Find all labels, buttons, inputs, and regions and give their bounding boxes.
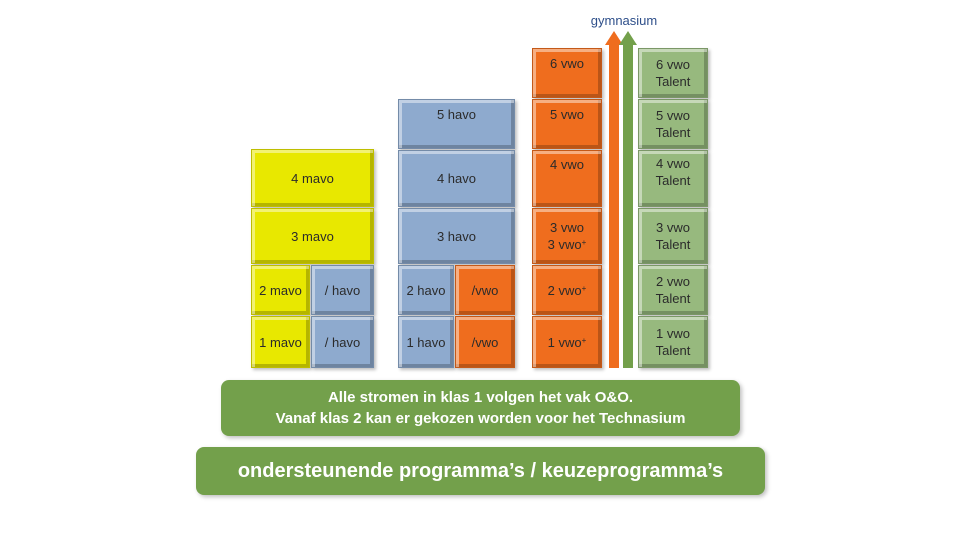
block-1-havo-slash: / havo	[311, 316, 374, 368]
block-label: 5 vwo	[550, 107, 584, 122]
block-label: 2 vwo+	[547, 282, 587, 298]
block-label: 5 vwo Talent	[655, 108, 691, 140]
gymnasium-label: gymnasium	[590, 13, 658, 28]
block-3-havo: 3 havo	[398, 208, 515, 264]
orange-arrow	[605, 31, 623, 368]
block-3-mavo: 3 mavo	[251, 208, 374, 264]
block-1-mavo: 1 mavo	[251, 316, 310, 368]
block-4-vwo: 4 vwo	[532, 150, 602, 207]
block-4-mavo: 4 mavo	[251, 149, 374, 207]
block-label: 3 havo	[436, 228, 477, 244]
block-label: 5 havo	[436, 107, 477, 122]
oo-technasium-banner: Alle stromen in klas 1 volgen het vak O&…	[221, 380, 740, 436]
block-2-havo-slash: / havo	[311, 265, 374, 315]
block-label-line1: 3 vwo	[550, 220, 584, 235]
block-6-vwo-talent: 6 vwo Talent	[638, 48, 708, 98]
block-2-mavo: 2 mavo	[251, 265, 310, 315]
block-label: 6 vwo Talent	[655, 57, 691, 89]
block-1-havo: 1 havo	[398, 316, 454, 368]
block-label: 1 vwo Talent	[655, 326, 691, 358]
programs-banner: ondersteunende programma’s / keuzeprogra…	[196, 447, 765, 495]
banner-line-2: Vanaf klas 2 kan er gekozen worden voor …	[275, 410, 686, 427]
block-4-vwo-talent: 4 vwo Talent	[638, 150, 708, 207]
block-3-vwo-talent: 3 vwo Talent	[638, 208, 708, 264]
block-4-havo: 4 havo	[398, 150, 515, 207]
block-label: 4 vwo Talent	[655, 156, 691, 188]
block-label: 2 havo	[406, 282, 446, 298]
gymnasium-arrows	[605, 31, 637, 368]
block-1-vwo: 1 vwo+	[532, 316, 602, 368]
block-label: 4 vwo	[550, 157, 584, 172]
block-label: 1 mavo	[259, 334, 302, 350]
block-label: / havo	[324, 334, 361, 350]
block-5-havo: 5 havo	[398, 99, 515, 149]
block-label: 2 vwo Talent	[655, 274, 691, 306]
block-2-havo: 2 havo	[398, 265, 454, 315]
block-label: 2 mavo	[259, 282, 302, 298]
block-label: 6 vwo	[550, 56, 584, 71]
block-label: 3 vwo Talent	[655, 220, 691, 252]
block-2-vwo-talent: 2 vwo Talent	[638, 265, 708, 315]
block-label: 1 havo	[406, 334, 446, 350]
block-1-vwo-slash: /vwo	[455, 316, 515, 368]
banner-text: ondersteunende programma’s / keuzeprogra…	[237, 459, 724, 482]
block-label-line2: 3 vwo+	[547, 237, 587, 252]
block-6-vwo: 6 vwo	[532, 48, 602, 98]
block-label: /vwo	[471, 334, 499, 350]
green-arrow	[619, 31, 637, 368]
banner-line-1: Alle stromen in klas 1 volgen het vak O&…	[327, 389, 634, 406]
block-label: /vwo	[471, 282, 499, 298]
block-2-vwo-slash: /vwo	[455, 265, 515, 315]
block-3-vwo: 3 vwo 3 vwo+	[532, 208, 602, 264]
block-2-vwo: 2 vwo+	[532, 265, 602, 315]
block-1-vwo-talent: 1 vwo Talent	[638, 316, 708, 368]
block-5-vwo-talent: 5 vwo Talent	[638, 99, 708, 149]
block-label: 4 havo	[436, 171, 477, 186]
block-label: / havo	[324, 282, 361, 298]
block-label: 1 vwo+	[547, 334, 587, 350]
block-5-vwo: 5 vwo	[532, 99, 602, 149]
block-label: 3 mavo	[291, 228, 334, 244]
block-label: 4 mavo	[291, 170, 334, 186]
